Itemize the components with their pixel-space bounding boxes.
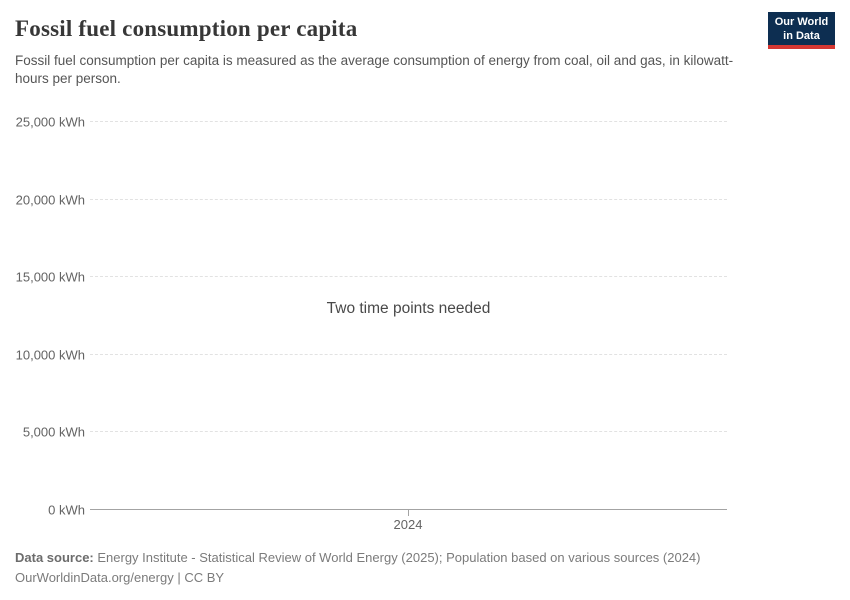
gridline [90,198,727,200]
empty-chart-message: Two time points needed [326,300,491,317]
chart-footer: Data source: Energy Institute - Statisti… [15,549,700,589]
chart-title: Fossil fuel consumption per capita [15,16,358,41]
x-axis-line [90,509,727,510]
gridline [90,431,727,433]
gridline [90,353,727,355]
owid-logo-line1: Our World [774,16,829,28]
x-axis-tick [408,510,409,516]
owid-logo-line2: in Data [783,30,820,42]
data-source-label: Data source: [15,550,94,565]
y-tick-label: 20,000 kWh [15,192,85,208]
y-tick-label: 0 kWh [48,502,85,518]
y-tick-label: 25,000 kWh [15,114,85,130]
y-tick-label: 5,000 kWh [22,424,85,440]
y-tick-label: 10,000 kWh [15,347,85,363]
gridline [90,276,727,278]
license-line: OurWorldinData.org/energy | CC BY [15,570,225,585]
y-tick-label: 15,000 kWh [15,269,85,285]
x-axis-tick-label: 2024 [393,517,423,532]
data-source-line: Data source: Energy Institute - Statisti… [15,549,700,567]
gridline [90,121,727,122]
chart-subtitle: Fossil fuel consumption per capita is me… [15,53,734,86]
owid-logo: Our World in Data [768,12,835,49]
data-source-text: Energy Institute - Statistical Review of… [93,550,701,565]
